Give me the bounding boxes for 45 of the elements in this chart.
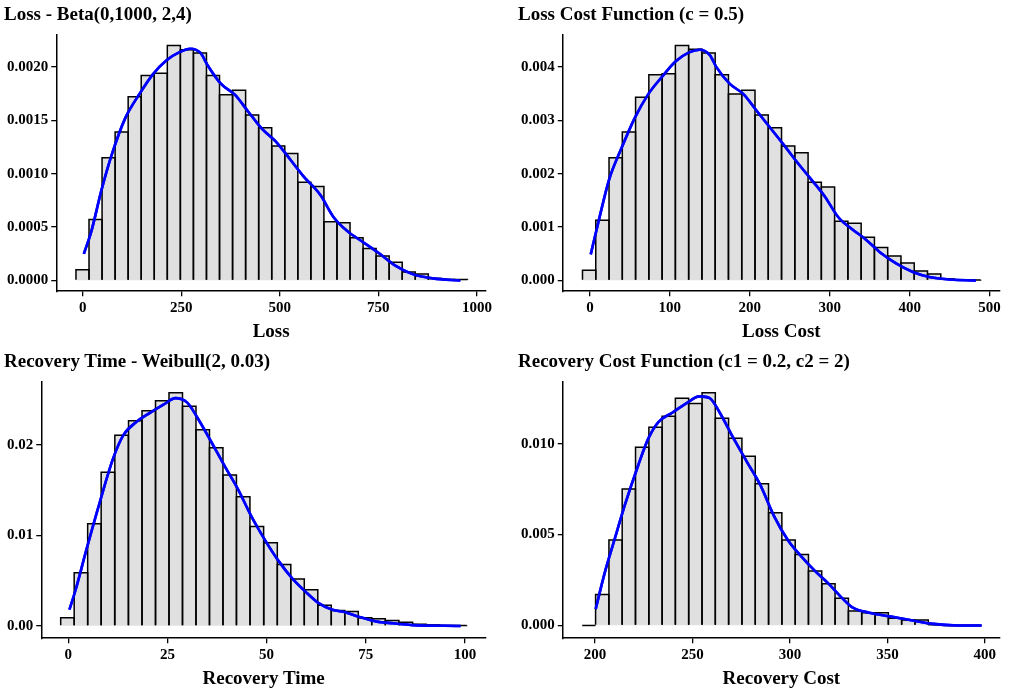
y-tick-label: 0.003	[521, 111, 555, 128]
y-tick-label: 0.001	[521, 217, 555, 234]
chart-title: Recovery Cost Function (c1 = 0.2, c2 = 2)	[518, 350, 850, 373]
x-axis-title: Recovery Time	[202, 666, 325, 688]
x-tick-label: 200	[738, 299, 762, 316]
y-tick-label: 0.005	[521, 525, 555, 542]
chart-title: Loss Cost Function (c = 0.5)	[518, 3, 745, 26]
x-axis-title: Loss	[252, 319, 290, 341]
chart-title: Loss - Beta(0,1000, 2,4)	[4, 3, 192, 26]
y-tick-label: 0.0020	[7, 57, 49, 74]
x-axis-title: Recovery Cost	[722, 666, 841, 688]
y-tick-label: 0.000	[521, 271, 555, 288]
y-tick-label: 0.01	[7, 526, 34, 543]
x-tick-label: 75	[358, 646, 374, 663]
x-tick-label: 250	[681, 646, 704, 663]
x-tick-label: 100	[453, 646, 477, 663]
x-tick-label: 350	[876, 646, 899, 663]
x-tick-label: 250	[169, 299, 193, 316]
y-tick-label: 0.0000	[7, 271, 49, 288]
y-tick-label: 0.0005	[7, 217, 49, 234]
x-axis-title: Loss Cost	[742, 319, 822, 341]
x-tick-label: 25	[159, 646, 175, 663]
x-tick-label: 750	[367, 299, 390, 316]
chart-title: Recovery Time - Weibull(2, 0.03)	[4, 350, 270, 373]
x-tick-label: 400	[898, 299, 921, 316]
x-tick-label: 400	[973, 646, 997, 663]
y-tick-label: 0.000	[521, 616, 555, 633]
x-tick-label: 300	[778, 646, 802, 663]
x-tick-label: 1000	[461, 299, 492, 316]
x-tick-label: 500	[268, 299, 292, 316]
x-tick-label: 500	[978, 299, 1001, 316]
y-tick-label: 0.00	[7, 616, 34, 633]
y-tick-label: 0.0015	[7, 111, 49, 128]
x-tick-label: 0	[586, 299, 594, 316]
x-tick-label: 0	[64, 646, 72, 663]
y-tick-label: 0.002	[521, 164, 555, 181]
y-tick-label: 0.0010	[7, 164, 49, 181]
x-tick-label: 200	[583, 646, 607, 663]
y-tick-label: 0.010	[521, 434, 555, 451]
x-tick-label: 50	[259, 646, 275, 663]
x-tick-label: 0	[78, 299, 87, 316]
y-tick-label: 0.02	[7, 435, 34, 452]
x-tick-label: 100	[658, 299, 682, 316]
y-tick-label: 0.004	[521, 57, 556, 74]
x-tick-label: 300	[818, 299, 841, 316]
